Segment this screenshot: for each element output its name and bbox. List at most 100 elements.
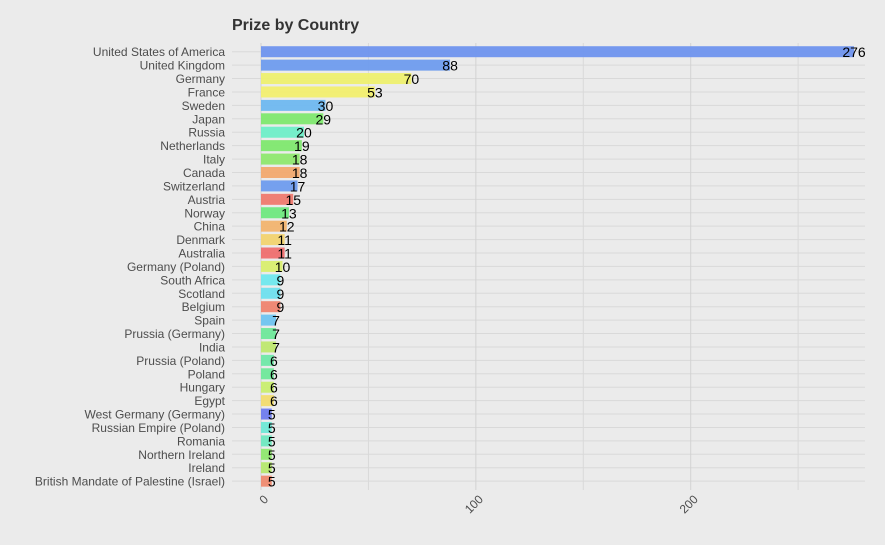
bar — [261, 234, 285, 246]
data-label: 15 — [285, 192, 301, 208]
bar — [261, 140, 302, 152]
category-label: Northern Ireland — [138, 448, 225, 462]
bar — [261, 354, 274, 366]
bar — [261, 368, 274, 380]
category-label: Scotland — [178, 287, 225, 301]
bar — [261, 153, 300, 165]
bar — [261, 314, 277, 326]
bar — [261, 462, 272, 474]
category-label: Germany — [176, 72, 225, 86]
data-label: 11 — [277, 246, 292, 262]
bar — [261, 395, 274, 407]
category-label: Poland — [188, 367, 225, 381]
bar — [261, 408, 272, 420]
data-label: 6 — [270, 353, 278, 369]
data-label: 6 — [270, 393, 278, 409]
category-label: Prussia (Germany) — [124, 327, 225, 341]
bar — [261, 475, 272, 487]
bar — [261, 260, 283, 272]
data-label: 70 — [404, 71, 420, 87]
bar — [261, 381, 274, 393]
bar — [261, 166, 300, 178]
category-label: Japan — [192, 112, 225, 126]
bar — [261, 180, 298, 192]
bar — [261, 207, 289, 219]
category-label: Egypt — [194, 394, 225, 408]
data-label: 5 — [268, 460, 276, 476]
data-label: 5 — [268, 407, 276, 423]
category-label: Austria — [188, 193, 226, 207]
bar — [261, 86, 375, 98]
data-label: 29 — [316, 111, 332, 127]
bar — [261, 287, 281, 299]
data-label: 6 — [270, 380, 278, 396]
category-label: Russian Empire (Poland) — [92, 421, 225, 435]
category-label: Belgium — [182, 300, 225, 314]
bar — [261, 274, 281, 286]
category-label: Ireland — [188, 461, 225, 475]
category-label: Italy — [203, 153, 225, 167]
category-label: Norway — [184, 206, 225, 220]
bar — [261, 247, 285, 259]
chart-title: Prize by Country — [232, 17, 360, 34]
bar — [261, 59, 451, 71]
category-label: Hungary — [180, 381, 225, 395]
data-label: 13 — [281, 205, 297, 221]
bar — [261, 448, 272, 460]
x-tick-label: 100 — [462, 492, 486, 516]
category-label: Germany (Poland) — [127, 260, 225, 274]
data-label: 18 — [292, 152, 308, 168]
bar — [261, 73, 412, 85]
category-label: Sweden — [182, 99, 225, 113]
category-label: Prussia (Poland) — [136, 354, 225, 368]
category-label: India — [199, 340, 225, 354]
bar — [261, 220, 287, 232]
data-label: 7 — [272, 339, 280, 355]
bar — [261, 421, 272, 433]
data-label: 7 — [272, 313, 280, 329]
data-label: 9 — [276, 272, 284, 288]
bar — [261, 46, 854, 58]
category-label: United States of America — [93, 45, 225, 59]
bar — [261, 341, 277, 353]
x-tick-label: 200 — [677, 492, 701, 516]
bar — [261, 301, 281, 313]
data-label: 5 — [268, 420, 276, 436]
data-label: 9 — [276, 299, 284, 315]
data-label: 6 — [270, 366, 278, 382]
category-label: British Mandate of Palestine (Israel) — [35, 475, 225, 489]
category-label: Denmark — [176, 233, 226, 247]
data-label: 9 — [276, 286, 284, 302]
data-label: 88 — [442, 58, 458, 74]
bar — [261, 113, 324, 125]
bar — [261, 126, 304, 138]
x-tick-label: 0 — [256, 492, 271, 507]
category-label: Romania — [177, 434, 225, 448]
data-label: 53 — [367, 84, 383, 100]
category-label: Netherlands — [160, 139, 225, 153]
category-label: Australia — [178, 247, 225, 261]
data-label: 20 — [296, 125, 312, 141]
category-label: Spain — [194, 314, 225, 328]
category-label: Canada — [183, 166, 225, 180]
data-label: 5 — [268, 474, 276, 490]
data-label: 5 — [268, 447, 276, 463]
data-label: 276 — [842, 44, 866, 60]
data-label: 19 — [294, 138, 310, 154]
data-label: 5 — [268, 433, 276, 449]
category-label: Switzerland — [163, 179, 225, 193]
bar — [261, 99, 326, 111]
category-label: South Africa — [160, 273, 225, 287]
bar — [261, 193, 294, 205]
category-label: West Germany (Germany) — [85, 408, 225, 422]
data-label: 17 — [290, 178, 306, 194]
data-label: 10 — [275, 259, 291, 275]
data-label: 11 — [277, 232, 292, 248]
category-label: China — [194, 220, 226, 234]
bar — [261, 435, 272, 447]
category-label: France — [188, 85, 226, 99]
data-label: 12 — [279, 219, 295, 235]
category-label: United Kingdom — [140, 59, 225, 73]
